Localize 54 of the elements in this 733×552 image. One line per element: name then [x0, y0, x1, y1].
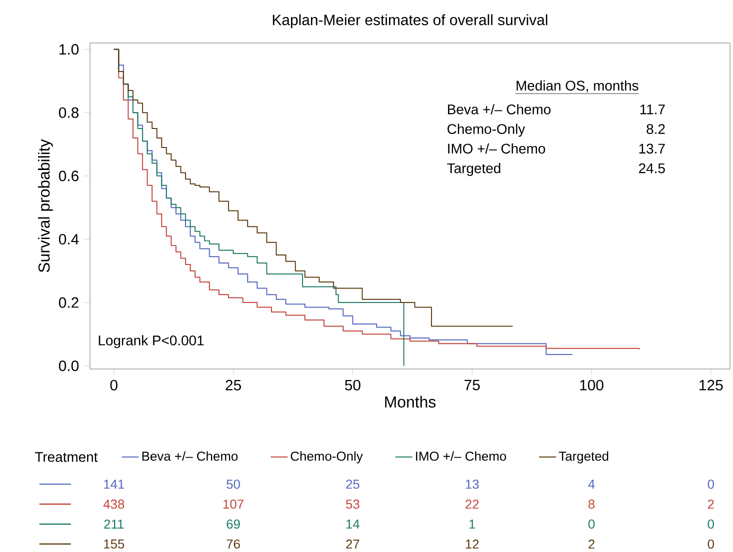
- text: 27: [346, 540, 360, 549]
- text: 1: [469, 520, 476, 529]
- x-axis-title: Months: [385, 396, 436, 408]
- text: 2: [708, 500, 714, 509]
- text: IMO +/– Chemo: [448, 143, 546, 154]
- y-tick-label: 0.0: [58, 360, 79, 372]
- text: 0: [708, 480, 714, 489]
- text: 2: [588, 540, 594, 549]
- annotation: 8.2: [646, 124, 665, 134]
- y-axis-title: Survival probability: [38, 139, 53, 272]
- text: 211: [104, 520, 124, 529]
- legend-label: Chemo-Only: [290, 451, 363, 464]
- text: Chemo-Only: [448, 124, 526, 137]
- text: 76: [226, 539, 240, 549]
- text: 8: [588, 500, 595, 509]
- x-tick-label: 50: [344, 380, 360, 390]
- text: 25: [346, 480, 360, 489]
- legend-label: Targeted: [558, 451, 608, 464]
- y-tick-label: 0.6: [58, 170, 78, 182]
- text: 53: [346, 500, 360, 509]
- annotation: 24.5: [639, 163, 665, 174]
- text: Targeted: [447, 162, 500, 176]
- legend-title: Treatment: [35, 452, 98, 462]
- text: Beva +/– Chemo: [448, 104, 551, 114]
- text: 12: [466, 540, 479, 549]
- y-tick-label: 0.2: [58, 297, 78, 308]
- x-tick-label: 75: [464, 380, 480, 390]
- legend-label: IMO +/– Chemo: [416, 451, 506, 461]
- text: 0: [708, 539, 714, 549]
- y-tick-label: 0.8: [58, 107, 78, 118]
- text: 13: [466, 480, 479, 489]
- chart-title: Kaplan-Meier estimates of overall survival: [272, 14, 548, 28]
- y-tick-label: 0.4: [58, 234, 79, 245]
- x-tick-label: 125: [700, 380, 723, 390]
- text: 22: [466, 500, 479, 509]
- annotation: 13.7: [639, 144, 665, 154]
- text: 438: [103, 500, 124, 509]
- text: 0: [708, 520, 714, 529]
- text: 155: [104, 540, 124, 549]
- text: 14: [346, 520, 360, 529]
- text: 107: [223, 500, 244, 509]
- x-tick-label: 25: [226, 380, 241, 390]
- legend-label: Beva +/– Chemo: [142, 451, 238, 461]
- text: 69: [226, 520, 240, 529]
- text: 50: [226, 480, 240, 489]
- y-tick-label: 1.0: [60, 44, 79, 55]
- annotation: Logrank P<0.001: [98, 335, 204, 348]
- text: 4: [588, 480, 595, 489]
- text: 141: [104, 480, 124, 489]
- x-tick-label: 100: [580, 380, 604, 390]
- annotation: 11.7: [640, 104, 665, 114]
- annotation: Median OS, months: [516, 80, 638, 92]
- text: 0: [588, 520, 595, 529]
- x-tick-label: 0: [110, 380, 118, 390]
